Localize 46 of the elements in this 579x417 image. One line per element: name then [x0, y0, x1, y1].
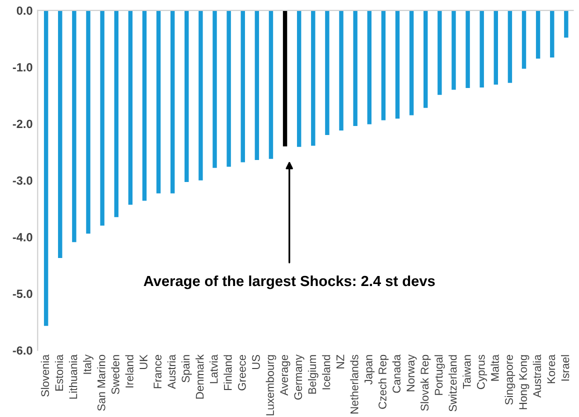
x-tick-label: Austria — [167, 354, 176, 390]
x-tick-label: Switzerland — [448, 355, 457, 412]
x-tick-label: Netherlands — [350, 354, 358, 414]
x-tick-label: Japan — [364, 355, 375, 385]
x-tick-label: San Marino — [97, 354, 106, 411]
y-tick-label: -6.0 — [12, 346, 32, 355]
x-tick-label: Lithuania — [69, 354, 78, 399]
x-tick-label: UK — [140, 354, 148, 370]
y-tick-label: -4.0 — [12, 233, 32, 242]
x-tick-label: Norway — [406, 354, 417, 392]
x-tick-label: Italy — [83, 354, 94, 374]
x-tick-label: Slovenia — [40, 354, 50, 397]
x-tick-label: Luxembourg — [266, 355, 276, 416]
x-tick-label: Hong Kong — [519, 355, 530, 410]
y-tick-label: -1.0 — [12, 63, 32, 72]
x-tick-label: Germany — [294, 354, 304, 400]
x-tick-label: Spain — [181, 355, 192, 382]
x-tick-label: US — [252, 354, 260, 370]
x-tick-label: Sweden — [111, 355, 120, 394]
x-tick-label: Greece — [238, 354, 246, 390]
y-tick-label: 0.0 — [16, 6, 32, 15]
x-tick-label: Singapore — [504, 354, 516, 405]
x-tick-label: Canada — [392, 354, 400, 393]
x-tick-label: Cyprus — [476, 354, 488, 390]
x-tick-label: Czech Rep — [378, 354, 389, 409]
x-tick-label: Ireland — [125, 355, 134, 388]
x-tick-label: Malta — [490, 354, 499, 381]
x-tick-label: Portugal — [434, 355, 445, 395]
x-tick-label: Average — [280, 354, 290, 396]
x-tick-label: Korea — [547, 354, 556, 384]
x-tick-label: Iceland — [322, 355, 330, 390]
x-tick-label: Taiwan — [462, 355, 471, 389]
x-tick-label: Israel — [561, 355, 570, 381]
x-tick-label: Latvia — [210, 354, 218, 384]
x-tick-label: Estonia — [54, 354, 64, 391]
y-tick-label: -3.0 — [12, 176, 32, 185]
x-tick-label: NZ — [336, 354, 344, 368]
x-tick-label: France — [154, 354, 162, 388]
annotation: Average of the largest Shocks: 2.4 st devs — [144, 275, 435, 290]
x-tick-label: Belgium — [308, 355, 318, 394]
x-tick-label: Denmark — [196, 354, 204, 399]
x-tick-label: Finland — [224, 355, 232, 390]
x-tick-label: Australia — [532, 354, 542, 398]
x-tick-label: Slovak Rep — [420, 354, 431, 411]
y-tick-label: -2.0 — [12, 120, 32, 128]
y-tick-label: -5.0 — [12, 290, 32, 298]
